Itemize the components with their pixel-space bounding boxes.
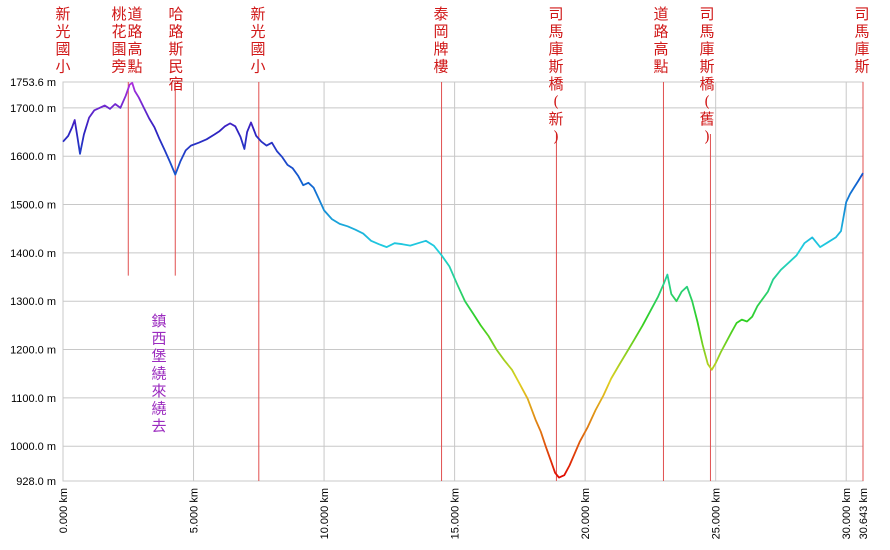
- chart-grid: [62, 81, 864, 482]
- waypoint-lines: [127, 82, 864, 481]
- chart-annotations: 鎮西堡繞來繞去: [151, 312, 166, 435]
- x-tick-label: 20.000 km: [580, 488, 592, 539]
- x-tick-label: 0.000 km: [58, 488, 70, 533]
- waypoint-label: 司馬庫斯橋(新): [548, 5, 563, 146]
- waypoint-label: 司馬庫斯橋(舊): [699, 5, 714, 146]
- y-tick-label: 1300.0 m: [10, 296, 56, 308]
- y-tick-label: 1000.0 m: [10, 441, 56, 453]
- waypoint-label: 哈路斯民宿: [168, 5, 183, 93]
- y-tick-label: 1753.6 m: [10, 77, 56, 89]
- x-tick-label: 30.000 km: [841, 488, 853, 539]
- x-tick-label: 25.000 km: [711, 488, 723, 539]
- y-axis-ticks: 928.0 m 1000.0 m 1100.0 m 1200.0 m 1300.0 m 1…: [10, 77, 56, 488]
- waypoint-label: 桃花園旁: [111, 5, 126, 76]
- waypoint-label: 道路高點: [653, 5, 668, 76]
- x-tick-label: 5.000 km: [189, 488, 201, 533]
- waypoint-label: 泰岡牌樓: [433, 5, 448, 76]
- waypoint-label: 司馬庫斯: [854, 5, 869, 76]
- x-axis-ticks: 0.000 km 5.000 km 10.000 km 15.000 km 20.000…: [58, 488, 870, 539]
- y-tick-label: 1500.0 m: [10, 200, 56, 212]
- waypoint-label: 道路高點: [127, 5, 142, 76]
- plot-frame: [62, 81, 864, 482]
- y-tick-label: 1400.0 m: [10, 248, 56, 260]
- x-tick-label: 10.000 km: [319, 488, 331, 539]
- x-tick-label: 15.000 km: [450, 488, 462, 539]
- waypoint-labels: 新光國小桃花園旁道路高點哈路斯民宿新光國小泰岡牌樓司馬庫斯橋(新)道路高點司馬庫…: [55, 5, 869, 146]
- y-tick-label: 1700.0 m: [10, 103, 56, 115]
- waypoint-label: 新光國小: [250, 5, 265, 76]
- y-tick-label: 1600.0 m: [10, 151, 56, 163]
- y-tick-label: 1100.0 m: [11, 393, 56, 405]
- y-tick-label: 928.0 m: [16, 476, 56, 488]
- waypoint-label: 新光國小: [55, 5, 70, 76]
- x-tick-label: 30.643 km: [858, 488, 870, 539]
- elevation-series-line: [62, 81, 864, 479]
- y-tick-label: 1200.0 m: [10, 345, 56, 357]
- annotation-label: 鎮西堡繞來繞去: [151, 312, 166, 435]
